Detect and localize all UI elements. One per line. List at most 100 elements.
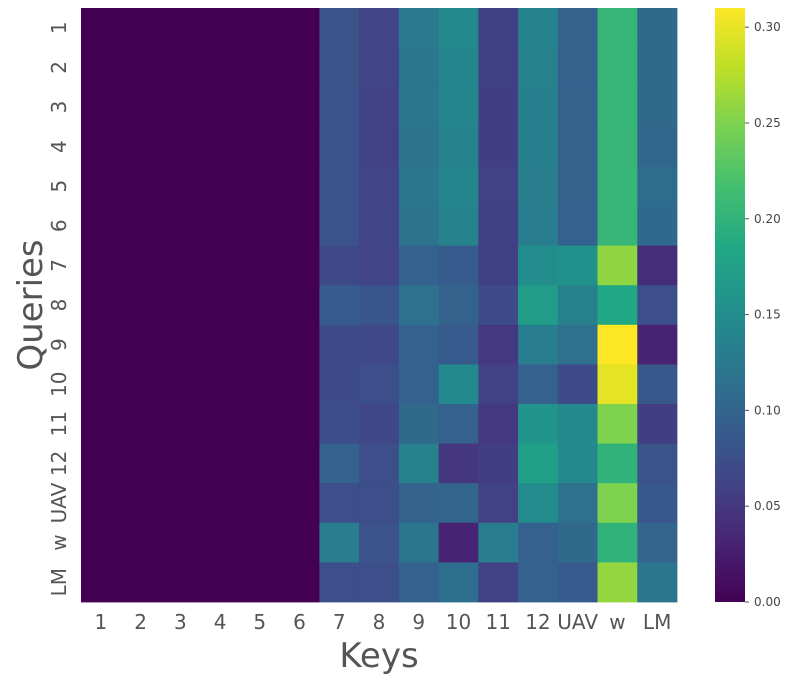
heatmap-cell [81, 8, 122, 48]
heatmap-cell [518, 87, 559, 128]
heatmap-cell [478, 166, 519, 207]
heatmap-cell [120, 285, 161, 326]
heatmap-cell [81, 87, 122, 128]
heatmap-cell [81, 285, 122, 326]
heatmap-cell [81, 206, 122, 246]
heatmap-cell [637, 8, 678, 48]
x-tick-label: 11 [485, 610, 510, 634]
heatmap-cell [319, 483, 360, 524]
heatmap-cell [438, 206, 479, 246]
heatmap-cell [478, 47, 519, 88]
heatmap-cell [637, 87, 678, 128]
heatmap-cell [279, 47, 320, 88]
heatmap-cell [398, 87, 439, 128]
heatmap-cell [279, 126, 320, 167]
heatmap-cell [359, 166, 400, 207]
heatmap-cell [160, 443, 201, 484]
heatmap-cell [478, 364, 519, 405]
heatmap-cell [597, 324, 638, 365]
heatmap-cell [279, 87, 320, 128]
heatmap-cell [637, 483, 678, 524]
heatmap-cell [319, 126, 360, 167]
heatmap-cell [557, 126, 598, 167]
heatmap-cell [120, 245, 161, 286]
heatmap-cell [478, 206, 519, 246]
heatmap-cell [637, 285, 678, 326]
heatmap-cell [160, 8, 201, 48]
heatmap-cell [518, 166, 559, 207]
heatmap-cell [398, 126, 439, 167]
y-tick-label: 8 [47, 299, 71, 312]
x-tick-label: 2 [134, 610, 147, 634]
heatmap-cell [120, 166, 161, 207]
heatmap-cell [279, 166, 320, 207]
heatmap-cell [597, 443, 638, 484]
heatmap-cell [597, 364, 638, 405]
heatmap-cell [120, 443, 161, 484]
heatmap-cell [557, 47, 598, 88]
x-tick-label: 8 [373, 610, 386, 634]
heatmap-cell [359, 364, 400, 405]
heatmap-cell [398, 206, 439, 246]
heatmap-cell [557, 87, 598, 128]
heatmap-cell [438, 562, 479, 603]
heatmap-cell [637, 166, 678, 207]
heatmap-cell [200, 8, 241, 48]
heatmap-cell [438, 47, 479, 88]
heatmap-cell [398, 8, 439, 48]
heatmap-cell [319, 47, 360, 88]
heatmap-cell [438, 522, 479, 563]
y-tick-label: UAV [47, 482, 71, 523]
heatmap-cell [81, 324, 122, 365]
heatmap-cell [239, 47, 281, 88]
heatmap-cell [478, 8, 519, 48]
heatmap-cell [319, 206, 360, 246]
heatmap-cell [81, 245, 122, 286]
heatmap-cell [160, 166, 201, 207]
heatmap-cell [160, 522, 201, 563]
heatmap-cell [518, 8, 559, 48]
heatmap-cell [478, 324, 519, 365]
heatmap-cell [597, 562, 638, 603]
colorbar: 0.00 0.05 0.10 0.15 0.20 0.25 0.30 [715, 8, 781, 609]
heatmap-cell [239, 443, 281, 484]
heatmap-cell [597, 245, 638, 286]
heatmap-cell [120, 562, 161, 603]
heatmap-cell [398, 522, 439, 563]
x-tick-label: 12 [525, 610, 550, 634]
heatmap-cell [319, 404, 360, 444]
heatmap-cell [478, 245, 519, 286]
heatmap-cell [279, 245, 320, 286]
y-tick-label: 6 [47, 219, 71, 232]
heatmap-cell [279, 404, 320, 444]
x-tick-label: 3 [174, 610, 187, 634]
heatmap-cell [557, 8, 598, 48]
x-tick-label: 1 [95, 610, 108, 634]
colorbar-tick-label: 0.30 [754, 20, 781, 34]
heatmap-cell [518, 285, 559, 326]
colorbar-tick-label: 0.15 [754, 308, 781, 322]
heatmap-cell [120, 404, 161, 444]
heatmap-cell [637, 522, 678, 563]
heatmap-cell [637, 404, 678, 444]
heatmap-cell [359, 324, 400, 365]
x-tick-label: 7 [333, 610, 346, 634]
heatmap-cell [239, 483, 281, 524]
heatmap-cell [81, 364, 122, 405]
heatmap-cell [637, 47, 678, 88]
heatmap-cell [279, 285, 320, 326]
heatmap-cell [120, 483, 161, 524]
x-axis-label: Keys [339, 636, 418, 676]
heatmap-cell [637, 324, 678, 365]
heatmap-cell [81, 443, 122, 484]
heatmap-cell [279, 364, 320, 405]
heatmap-cell [438, 8, 479, 48]
heatmap-cell [518, 324, 559, 365]
y-tick-label: 5 [47, 180, 71, 193]
colorbar-tick-label: 0.05 [754, 499, 781, 513]
colorbar-ticks: 0.00 0.05 0.10 0.15 0.20 0.25 0.30 [745, 20, 781, 609]
heatmap-cell [81, 562, 122, 603]
heatmap-cell [160, 324, 201, 365]
heatmap-cell [398, 166, 439, 207]
